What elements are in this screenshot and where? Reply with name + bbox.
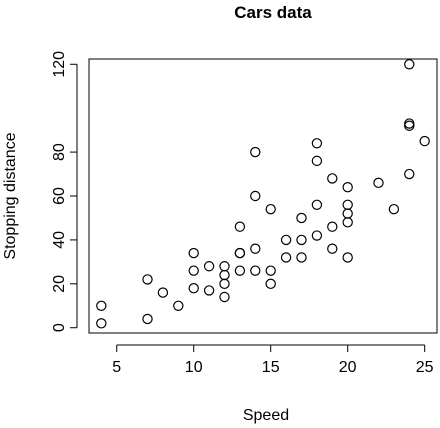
data-point <box>219 278 230 290</box>
data-point <box>327 243 338 254</box>
data-point <box>419 135 430 147</box>
data-point <box>280 252 292 263</box>
data-point <box>188 247 199 259</box>
plot-frame <box>88 58 438 334</box>
y-tick-label: 80 <box>51 143 68 161</box>
data-point <box>327 221 338 232</box>
y-axis: 0 20 40 60 80 120 <box>51 51 78 332</box>
data-point <box>250 146 261 158</box>
data-point <box>280 234 292 246</box>
x-tick-label: 10 <box>185 359 203 376</box>
data-point <box>342 182 353 193</box>
y-tick-label: 20 <box>51 275 68 293</box>
data-points <box>96 59 430 329</box>
y-tick-label: 120 <box>51 51 68 78</box>
data-point <box>188 283 199 294</box>
data-point <box>311 155 323 167</box>
data-point <box>157 287 169 298</box>
data-point <box>342 199 353 210</box>
data-point <box>188 265 199 276</box>
data-point <box>296 212 307 224</box>
data-point <box>142 313 153 325</box>
data-point <box>296 252 307 263</box>
data-point <box>219 269 230 281</box>
chart-title: Cars data <box>234 3 312 22</box>
data-point <box>142 274 153 285</box>
data-point <box>250 243 261 254</box>
data-point <box>327 173 338 184</box>
data-point <box>96 318 107 329</box>
x-axis-label: Speed <box>243 407 289 424</box>
data-point <box>96 300 107 311</box>
data-point <box>404 120 415 131</box>
data-point <box>404 118 415 129</box>
data-point <box>388 203 400 215</box>
data-point <box>342 252 353 263</box>
x-tick-label: 20 <box>339 359 357 376</box>
data-point <box>311 199 323 210</box>
y-tick-label: 0 <box>51 323 68 332</box>
data-point <box>219 261 230 272</box>
data-point <box>265 265 276 276</box>
data-point <box>203 261 215 272</box>
data-point <box>173 300 184 311</box>
data-point <box>342 208 353 219</box>
data-point <box>219 291 230 303</box>
data-point <box>203 285 215 296</box>
x-tick-label: 15 <box>262 359 280 376</box>
data-point <box>265 203 276 215</box>
data-point <box>342 217 353 228</box>
data-point <box>234 221 246 232</box>
data-point <box>250 265 261 276</box>
data-point <box>234 265 246 276</box>
data-point <box>373 177 384 189</box>
x-axis: 5 10 15 20 25 <box>112 344 434 376</box>
data-point <box>234 247 246 259</box>
y-tick-label: 60 <box>51 187 68 205</box>
data-point <box>296 234 307 246</box>
y-axis-label: Stopping distance <box>2 132 19 259</box>
x-tick-label: 5 <box>112 359 121 376</box>
data-point <box>250 190 261 202</box>
data-point <box>311 230 323 241</box>
data-point <box>311 138 323 149</box>
data-point <box>404 168 415 180</box>
data-point <box>404 59 415 70</box>
data-point <box>265 278 276 290</box>
x-tick-label: 25 <box>416 359 434 376</box>
y-tick-label: 40 <box>51 231 68 249</box>
